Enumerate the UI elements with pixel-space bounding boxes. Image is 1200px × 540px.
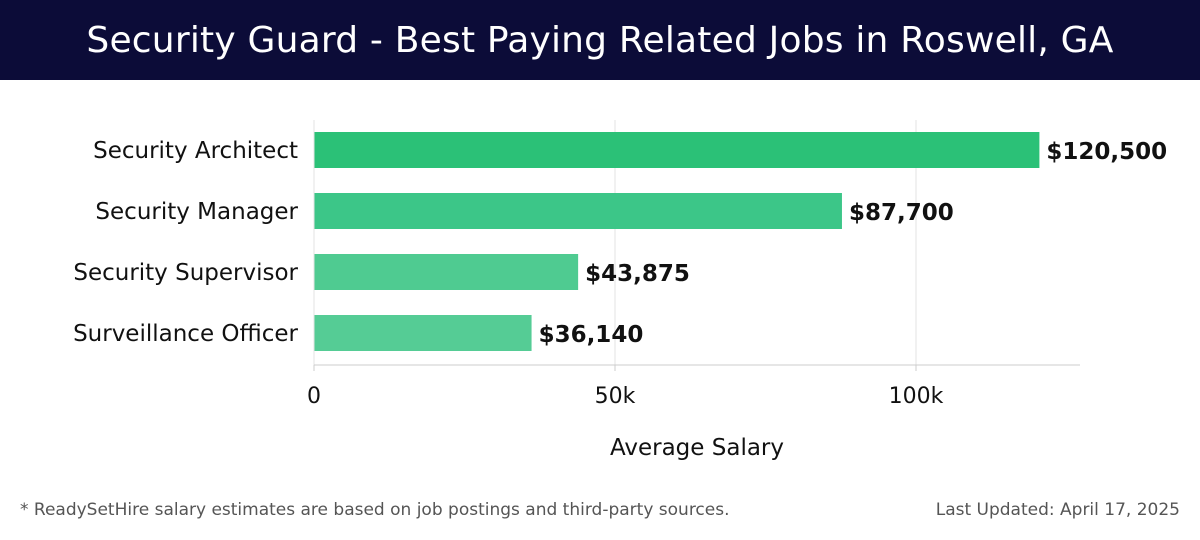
value-label: $36,140 <box>539 322 644 348</box>
value-label: $43,875 <box>585 261 690 287</box>
x-tick-label: 0 <box>307 384 321 409</box>
value-labels: $120,500 $87,700 $43,875 $36,140 <box>539 139 1168 348</box>
bar <box>314 132 1040 168</box>
bar <box>314 193 842 229</box>
x-axis: 0 50k 100k <box>307 120 1080 409</box>
bar <box>314 254 579 290</box>
bar <box>314 315 532 351</box>
category-label: Security Architect <box>93 138 298 164</box>
category-label: Security Manager <box>95 199 298 225</box>
bars <box>314 132 1040 351</box>
last-updated: Last Updated: April 17, 2025 <box>935 500 1180 520</box>
x-tick-label: 50k <box>595 384 636 409</box>
bar-chart: Security Architect Security Manager Securi… <box>73 120 1168 461</box>
value-label: $87,700 <box>849 200 954 226</box>
x-tick-label: 100k <box>889 384 944 409</box>
value-label: $120,500 <box>1046 139 1167 165</box>
title-bar: Security Guard - Best Paying Related Job… <box>0 0 1200 80</box>
category-label: Surveillance Officer <box>73 321 298 347</box>
x-axis-title: Average Salary <box>610 435 784 461</box>
footer-note: * ReadySetHire salary estimates are base… <box>20 500 730 520</box>
chart-title: Security Guard - Best Paying Related Job… <box>86 19 1114 61</box>
category-label: Security Supervisor <box>73 260 298 286</box>
category-labels: Security Architect Security Manager Securi… <box>73 138 298 347</box>
